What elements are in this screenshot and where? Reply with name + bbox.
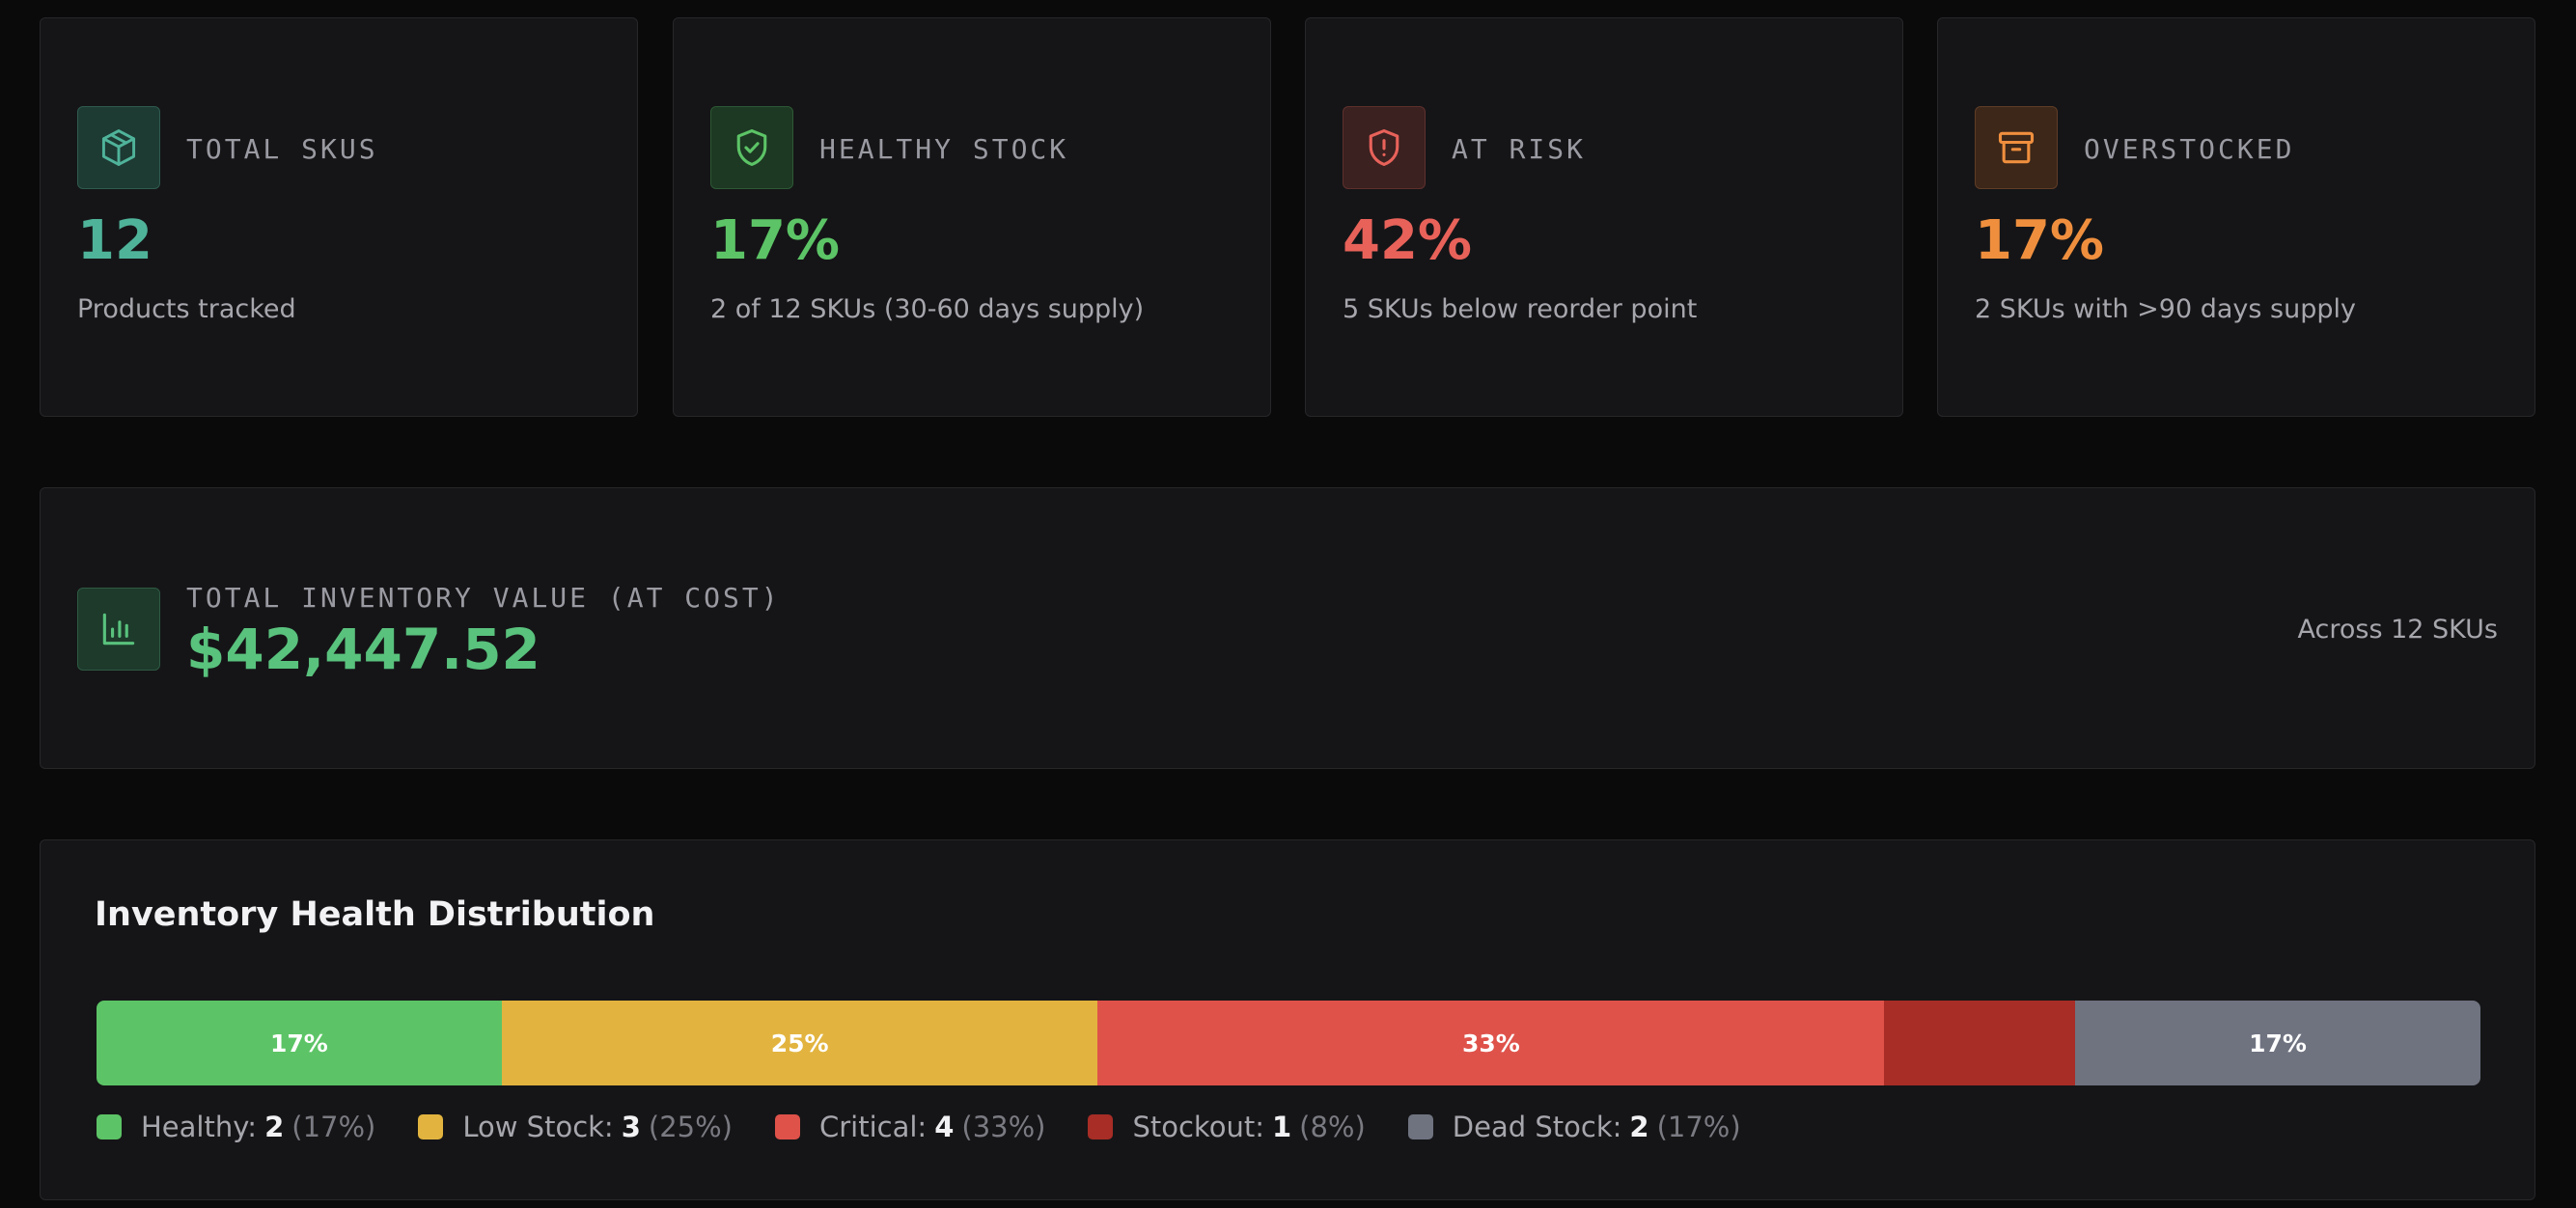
legend-percent: (33%) — [961, 1111, 1046, 1143]
total-skus-card: TOTAL SKUS 12 Products tracked — [40, 17, 638, 417]
legend-percent: (17%) — [291, 1111, 376, 1143]
legend-count: 2 — [1629, 1111, 1649, 1143]
stat-label: HEALTHY STOCK — [819, 133, 1069, 165]
inventory-value-card: TOTAL INVENTORY VALUE (AT COST) $42,447.… — [40, 487, 2535, 769]
legend-percent: (17%) — [1656, 1111, 1741, 1143]
health-distribution-card: Inventory Health Distribution 17% 25% 33… — [40, 839, 2535, 1200]
inventory-value-amount: $42,447.52 — [186, 617, 540, 682]
archive-icon — [1975, 106, 2058, 189]
stat-value: 17% — [1975, 209, 2105, 272]
healthy-stock-card: HEALTHY STOCK 17% 2 of 12 SKUs (30-60 da… — [673, 17, 1271, 417]
stat-description: 2 of 12 SKUs (30-60 days supply) — [710, 294, 1145, 324]
stat-description: Products tracked — [77, 294, 296, 324]
stat-value: 12 — [77, 209, 152, 272]
legend-label: Low Stock: — [462, 1111, 614, 1143]
legend-item-low-stock: Low Stock: 3 (25%) — [418, 1111, 733, 1143]
stat-label: TOTAL SKUS — [186, 133, 378, 165]
stat-description: 5 SKUs below reorder point — [1343, 294, 1698, 324]
package-icon — [77, 106, 160, 189]
legend-count: 1 — [1271, 1111, 1292, 1143]
bar-segment-low-stock: 25% — [501, 1001, 1098, 1085]
stat-value: 42% — [1343, 209, 1473, 272]
legend-count: 3 — [621, 1111, 641, 1143]
legend-item-dead-stock: Dead Stock: 2 (17%) — [1407, 1111, 1741, 1143]
legend-item-stockout: Stockout: 1 (8%) — [1088, 1111, 1366, 1143]
bar-segment-dead-stock: 17% — [2075, 1001, 2480, 1085]
distribution-bar: 17% 25% 33% 17% — [97, 1001, 2480, 1085]
legend-swatch — [1407, 1114, 1433, 1139]
legend-swatch — [418, 1114, 444, 1139]
bar-segment-critical: 33% — [1097, 1001, 1885, 1085]
bar-chart-icon — [77, 588, 160, 671]
legend-swatch — [97, 1114, 122, 1139]
legend-swatch — [1088, 1114, 1114, 1139]
stat-description: 2 SKUs with >90 days supply — [1975, 294, 2356, 324]
overstocked-card: OVERSTOCKED 17% 2 SKUs with >90 days sup… — [1937, 17, 2535, 417]
stat-label: AT RISK — [1452, 133, 1587, 165]
at-risk-card: AT RISK 42% 5 SKUs below reorder point — [1305, 17, 1903, 417]
shield-alert-icon — [1343, 106, 1426, 189]
legend-label: Healthy: — [141, 1111, 258, 1143]
inventory-value-label: TOTAL INVENTORY VALUE (AT COST) — [186, 582, 781, 614]
legend-label: Stockout: — [1132, 1111, 1264, 1143]
legend-item-healthy: Healthy: 2 (17%) — [97, 1111, 375, 1143]
legend-count: 2 — [264, 1111, 285, 1143]
legend-label: Critical: — [818, 1111, 928, 1143]
stat-value: 17% — [710, 209, 841, 272]
legend-label: Dead Stock: — [1452, 1111, 1622, 1143]
shield-check-icon — [710, 106, 793, 189]
legend-percent: (25%) — [648, 1111, 733, 1143]
bar-segment-healthy: 17% — [97, 1001, 502, 1085]
distribution-legend: Healthy: 2 (17%) Low Stock: 3 (25%) Crit… — [97, 1105, 1741, 1149]
distribution-title: Inventory Health Distribution — [95, 895, 655, 934]
stat-label: OVERSTOCKED — [2084, 133, 2295, 165]
legend-count: 4 — [934, 1111, 955, 1143]
legend-swatch — [774, 1114, 800, 1139]
inventory-value-note: Across 12 SKUs — [2297, 615, 2498, 645]
legend-percent: (8%) — [1299, 1111, 1366, 1143]
bar-segment-stockout — [1884, 1001, 2076, 1085]
legend-item-critical: Critical: 4 (33%) — [774, 1111, 1046, 1143]
